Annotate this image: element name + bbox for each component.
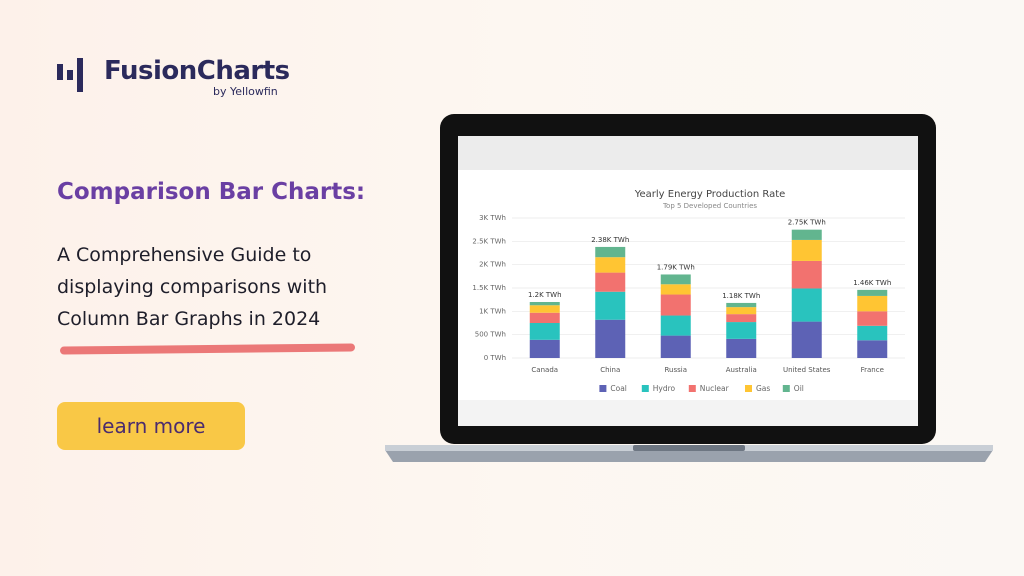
legend-swatch [688,385,696,392]
bar-segment [857,325,888,341]
total-label: 1.46K TWh [853,279,891,287]
bar-segment [857,295,888,312]
x-tick-label: Canada [531,366,558,374]
x-tick-label: China [600,366,620,374]
screen-footer [458,400,918,426]
bar-segment [660,294,691,316]
legend-swatch [641,385,649,392]
bar-segment [529,339,560,358]
legend-label: Coal [610,384,627,393]
bar-segment [857,340,888,358]
bar-segment [726,322,757,339]
body-line: Column Bar Graphs in 2024 [57,308,321,330]
y-tick-label: 0 TWh [484,354,506,362]
body-line: A Comprehensive Guide to [57,244,312,266]
bar-segment [529,302,560,306]
bar-segment [529,305,560,313]
bar-segment [595,257,626,273]
bar-segment [726,307,757,315]
logo-tagline: by Yellowfin [213,85,278,98]
bar-segment [791,239,822,261]
bar-segment [595,319,626,358]
y-tick-label: 1K TWh [479,307,506,315]
bar-segment [857,289,888,296]
bar-segment [726,338,757,358]
logo-icon [57,58,83,92]
x-tick-label: United States [783,366,831,374]
total-label: 1.79K TWh [657,263,695,271]
bar-segment [726,302,757,308]
legend-swatch [599,385,607,392]
legend-label: Gas [756,384,770,393]
total-label: 1.2K TWh [528,291,562,299]
screen-header [458,136,918,170]
bar-segment [660,335,691,358]
x-tick-label: France [861,366,884,374]
laptop-notch [633,445,745,451]
legend-label: Nuclear [700,384,730,393]
legend-label: Hydro [653,384,676,393]
bar-segment [791,321,822,358]
logo-name: FusionCharts [104,56,290,86]
bar-segment [660,274,691,285]
legend-swatch [782,385,790,392]
chart-title: Yearly Energy Production Rate [634,189,786,200]
bar-segment [595,291,626,320]
body-line: displaying comparisons with [57,276,328,298]
x-tick-label: Russia [664,366,687,374]
y-tick-label: 500 TWh [475,331,506,339]
bar-segment [791,260,822,289]
bar-segment [529,312,560,323]
bar-segment [791,288,822,322]
bar-segment [660,315,691,336]
y-tick-label: 2.5K TWh [472,237,506,245]
bar-segment [595,246,626,258]
total-label: 2.38K TWh [591,236,629,244]
x-tick-label: Australia [726,366,757,374]
learn-more-button[interactable]: learn more [57,402,245,450]
headline: Comparison Bar Charts: [57,179,366,205]
total-label: 2.75K TWh [788,219,826,227]
y-tick-label: 2K TWh [479,261,506,269]
total-label: 1.18K TWh [722,292,760,300]
bar-segment [791,229,822,240]
y-tick-label: 3K TWh [479,214,506,222]
legend-label: Oil [794,384,804,393]
bar-segment [529,323,560,340]
legend-swatch [745,385,752,392]
bar-segment [857,311,888,326]
bar-segment [595,272,626,292]
bar-segment [660,284,691,295]
y-tick-label: 1.5K TWh [472,284,506,292]
laptop-base [385,450,993,462]
bar-segment [726,314,757,323]
chart-subtitle: Top 5 Developed Countries [662,202,757,210]
